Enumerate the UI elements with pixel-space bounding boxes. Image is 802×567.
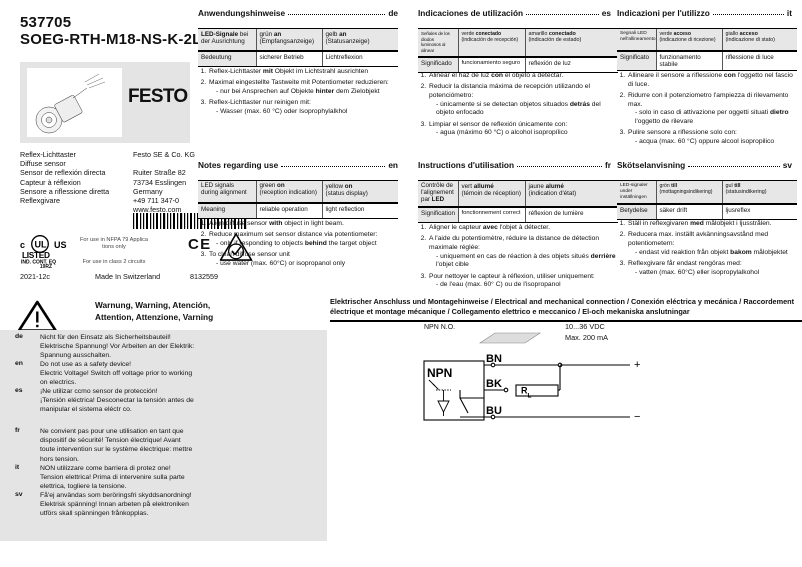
svg-text:BK: BK (486, 378, 502, 390)
svg-text:c: c (20, 240, 25, 250)
svg-text:LISTED: LISTED (22, 250, 50, 260)
svg-text:BU: BU (486, 405, 502, 417)
svg-text:RL: RL (521, 386, 532, 400)
svg-text:+: + (634, 359, 640, 371)
svg-text:−: − (634, 411, 640, 423)
svg-text:NPN: NPN (427, 366, 452, 380)
svg-text:US: US (54, 240, 67, 250)
svg-text:BN: BN (486, 353, 502, 365)
svg-text:UL: UL (35, 239, 47, 249)
